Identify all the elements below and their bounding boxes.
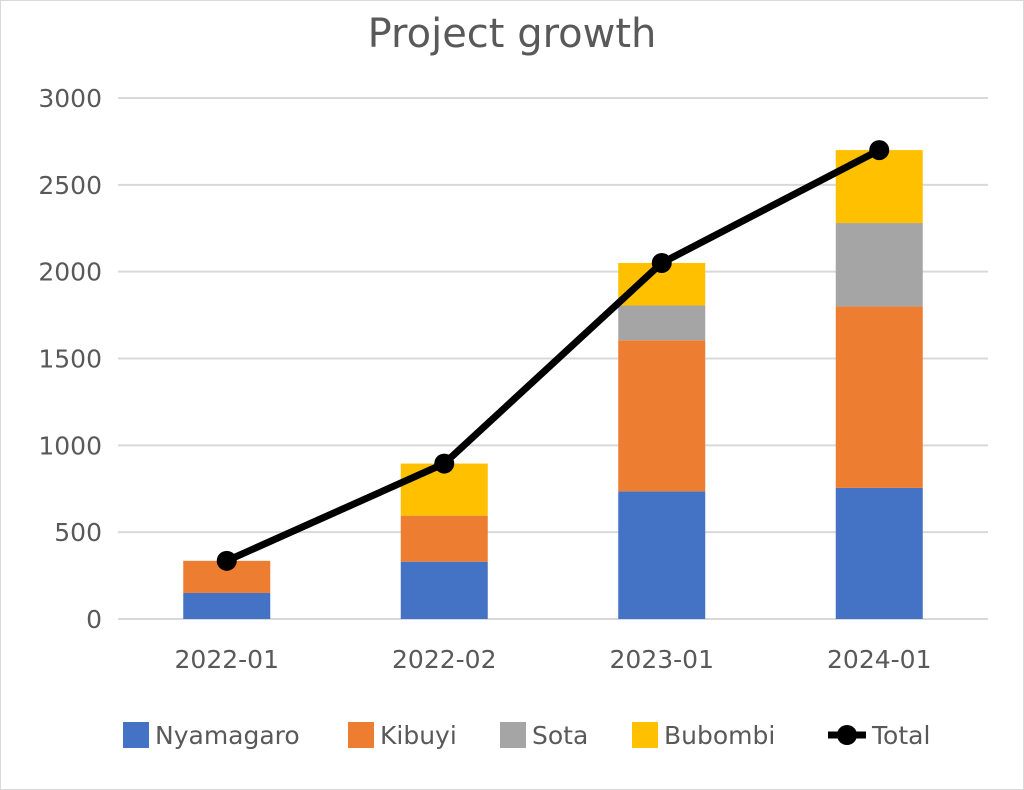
total-line [225,146,881,565]
legend: Nyamagaro Kibuyi Sota Bubombi Total [123,721,930,750]
total-marker [216,550,237,571]
x-tick-label: 2023-01 [610,645,714,674]
bar-segment-bubombi [835,150,923,224]
y-tick-label: 2500 [38,171,102,200]
total-marker [869,140,890,161]
y-tick-label: 1000 [38,431,102,460]
chart-title: Project growth [368,11,657,57]
x-tick-label: 2024-01 [827,645,931,674]
y-tick-label: 3000 [38,84,102,113]
y-tick-label: 0 [86,605,102,634]
total-marker [434,453,455,474]
legend-swatch-kibuyi [348,722,374,748]
bar-segment-nyamagaro [618,491,706,619]
bar-segment-nyamagaro [400,561,488,619]
total-line-series [216,140,890,571]
bar-segment-nyamagaro [835,487,923,619]
x-axis-tick-labels: 2022-01 2022-02 2023-01 2024-01 [175,645,932,674]
bar-segment-kibuyi [618,340,706,492]
y-axis-tick-labels: 0 500 1000 1500 2000 2500 3000 [38,84,102,634]
legend-label: Bubombi [664,721,775,750]
legend-swatch-total-marker [837,725,857,745]
bar-segment-nyamagaro [183,592,271,619]
x-tick-label: 2022-02 [392,645,496,674]
total-marker [651,252,672,273]
legend-label: Sota [532,721,588,750]
bar-segment-kibuyi [400,515,488,562]
y-tick-label: 2000 [38,258,102,287]
y-tick-label: 500 [54,518,102,547]
y-tick-label: 1500 [38,345,102,374]
bar-segment-kibuyi [835,306,923,488]
legend-swatch-nyamagaro [123,722,149,748]
bar-segment-sota [618,305,706,341]
bar-segment-sota [835,223,923,307]
x-tick-label: 2022-01 [175,645,279,674]
legend-swatch-sota [500,722,526,748]
legend-swatch-bubombi [632,722,658,748]
legend-label: Nyamagaro [155,721,300,750]
legend-label: Total [871,721,930,750]
bars [183,150,923,619]
legend-label: Kibuyi [380,721,457,750]
